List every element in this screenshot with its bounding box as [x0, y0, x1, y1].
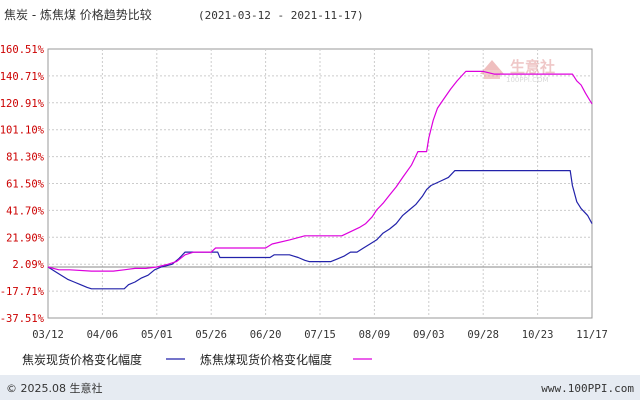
y-tick-label: 21.90%	[6, 232, 45, 244]
watermark-url: 100PPI.COM	[506, 76, 549, 84]
y-tick-label: -37.51%	[0, 313, 45, 325]
chart-title: 焦炭 - 炼焦煤 价格趋势比较	[4, 7, 152, 22]
chart-date-range: (2021-03-12 - 2021-11-17)	[198, 9, 364, 22]
legend-label-coke: 焦炭现货价格变化幅度	[22, 352, 142, 367]
footer-url: www.100PPI.com	[541, 382, 634, 395]
watermark-brand: 生意社	[510, 58, 555, 76]
x-tick-label: 11/17	[576, 329, 608, 341]
y-tick-label: 41.70%	[6, 205, 45, 217]
x-tick-labels: 03/12 04/06 05/01 05/26 06/20 07/15 08/09 09/03…	[32, 329, 608, 341]
x-tick-label: 05/01	[141, 329, 173, 341]
series-layer	[47, 70, 593, 290]
x-tick-label: 06/20	[250, 329, 282, 341]
footer-copyright: © 2025.08 生意社	[6, 381, 102, 395]
y-tick-label: -17.71%	[0, 286, 45, 298]
y-tick-label: 81.30%	[6, 152, 45, 164]
y-tick-label: 140.71%	[0, 71, 45, 83]
watermark-logo-icon	[480, 60, 504, 79]
x-tick-label: 05/26	[195, 329, 227, 341]
y-tick-label: 2.09%	[12, 259, 44, 271]
series-line-coking-coal	[47, 70, 593, 272]
x-tick-label: 04/06	[87, 329, 119, 341]
watermark: 生意社 100PPI.COM	[480, 58, 555, 84]
y-tick-label: 160.51%	[0, 44, 45, 56]
footer-bar	[0, 375, 640, 400]
y-tick-label: 61.50%	[6, 179, 45, 191]
grid-layer	[47, 48, 593, 319]
y-tick-label: 101.10%	[0, 125, 45, 137]
x-tick-label: 03/12	[32, 329, 64, 341]
y-tick-label: 120.91%	[0, 98, 45, 110]
series-line-coke	[47, 170, 593, 290]
legend-label-coking-coal: 炼焦煤现货价格变化幅度	[200, 352, 332, 367]
y-tick-labels: 160.51% 140.71% 120.91% 101.10% 81.30% 61.50%…	[0, 44, 45, 325]
x-tick-label: 08/09	[359, 329, 391, 341]
x-tick-label: 09/28	[467, 329, 499, 341]
x-tick-label: 10/23	[522, 329, 554, 341]
x-tick-label: 07/15	[304, 329, 336, 341]
x-tick-label: 09/03	[413, 329, 445, 341]
legend: 焦炭现货价格变化幅度 炼焦煤现货价格变化幅度	[22, 352, 372, 367]
